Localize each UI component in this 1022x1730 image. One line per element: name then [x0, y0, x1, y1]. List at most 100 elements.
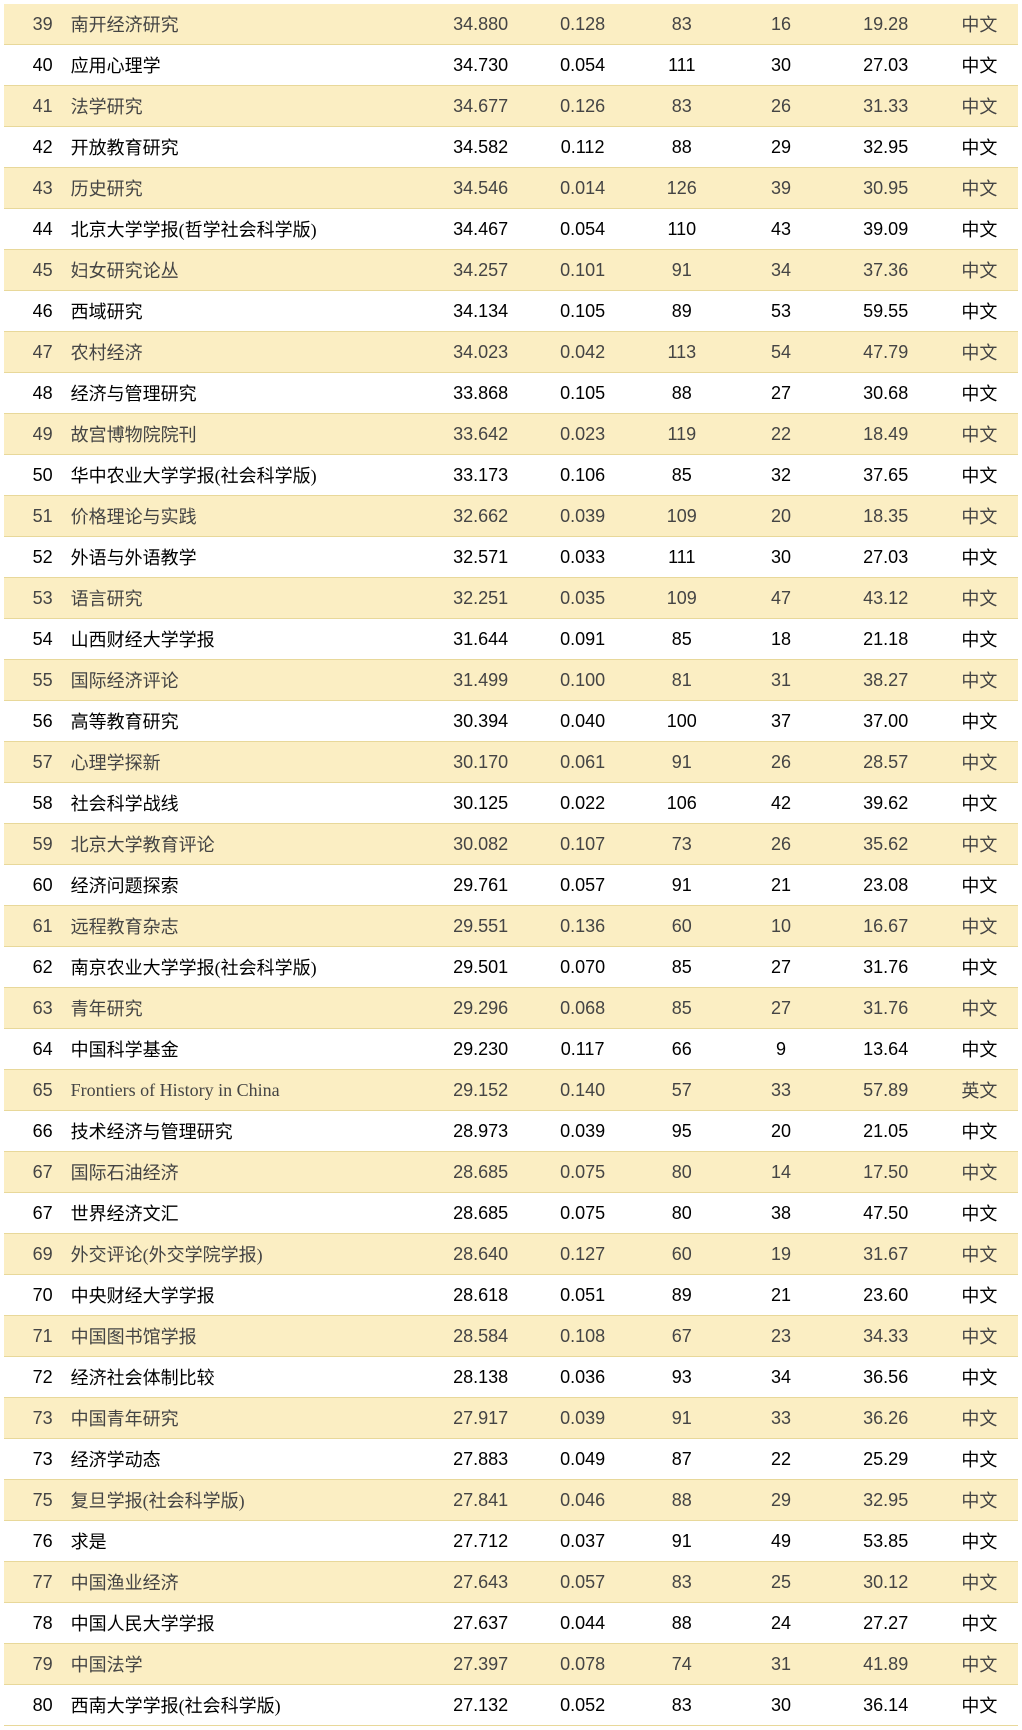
name-cell: 价格理论与实践 [65, 496, 429, 537]
lang-cell: 中文 [941, 86, 1018, 127]
value4-cell: 16 [731, 4, 830, 45]
value2-cell: 0.068 [533, 988, 632, 1029]
lang-cell: 中文 [941, 1644, 1018, 1685]
lang-cell: 中文 [941, 783, 1018, 824]
name-cell: 山西财经大学学报 [65, 619, 429, 660]
name-cell: 复旦学报(社会科学版) [65, 1480, 429, 1521]
value4-cell: 29 [731, 1480, 830, 1521]
value1-cell: 33.868 [428, 373, 533, 414]
value4-cell: 27 [731, 988, 830, 1029]
name-cell: 南开经济研究 [65, 4, 429, 45]
value1-cell: 29.551 [428, 906, 533, 947]
value4-cell: 53 [731, 291, 830, 332]
rank-cell: 44 [4, 209, 65, 250]
value1-cell: 34.134 [428, 291, 533, 332]
value5-cell: 16.67 [831, 906, 941, 947]
name-cell: 心理学探新 [65, 742, 429, 783]
table-row: 78中国人民大学学报27.6370.044882427.27中文 [4, 1603, 1018, 1644]
value4-cell: 42 [731, 783, 830, 824]
name-cell: 开放教育研究 [65, 127, 429, 168]
lang-cell: 中文 [941, 1152, 1018, 1193]
value5-cell: 47.50 [831, 1193, 941, 1234]
value4-cell: 27 [731, 947, 830, 988]
value5-cell: 30.12 [831, 1562, 941, 1603]
value2-cell: 0.037 [533, 1521, 632, 1562]
rank-cell: 56 [4, 701, 65, 742]
value2-cell: 0.070 [533, 947, 632, 988]
value1-cell: 28.685 [428, 1152, 533, 1193]
value3-cell: 110 [632, 209, 731, 250]
value5-cell: 17.50 [831, 1152, 941, 1193]
value1-cell: 33.173 [428, 455, 533, 496]
rank-cell: 60 [4, 865, 65, 906]
value5-cell: 21.05 [831, 1111, 941, 1152]
value3-cell: 95 [632, 1111, 731, 1152]
value1-cell: 27.712 [428, 1521, 533, 1562]
table-row: 73中国青年研究27.9170.039913336.26中文 [4, 1398, 1018, 1439]
lang-cell: 中文 [941, 4, 1018, 45]
value5-cell: 23.08 [831, 865, 941, 906]
value3-cell: 88 [632, 1480, 731, 1521]
name-cell: 西南大学学报(社会科学版) [65, 1685, 429, 1726]
table-row: 52外语与外语教学32.5710.0331113027.03中文 [4, 537, 1018, 578]
lang-cell: 中文 [941, 1439, 1018, 1480]
value4-cell: 19 [731, 1234, 830, 1275]
rank-cell: 47 [4, 332, 65, 373]
value5-cell: 25.29 [831, 1439, 941, 1480]
value3-cell: 106 [632, 783, 731, 824]
value1-cell: 34.546 [428, 168, 533, 209]
value1-cell: 30.394 [428, 701, 533, 742]
value4-cell: 22 [731, 414, 830, 455]
value1-cell: 33.642 [428, 414, 533, 455]
lang-cell: 中文 [941, 373, 1018, 414]
value5-cell: 21.18 [831, 619, 941, 660]
name-cell: 应用心理学 [65, 45, 429, 86]
value3-cell: 88 [632, 1603, 731, 1644]
value4-cell: 25 [731, 1562, 830, 1603]
table-row: 40应用心理学34.7300.0541113027.03中文 [4, 45, 1018, 86]
journal-ranking-table: 39南开经济研究34.8800.128831619.28中文40应用心理学34.… [4, 4, 1018, 1726]
value4-cell: 26 [731, 824, 830, 865]
value5-cell: 39.62 [831, 783, 941, 824]
value1-cell: 27.917 [428, 1398, 533, 1439]
rank-cell: 59 [4, 824, 65, 865]
value1-cell: 28.640 [428, 1234, 533, 1275]
value5-cell: 41.89 [831, 1644, 941, 1685]
table-row: 67国际石油经济28.6850.075801417.50中文 [4, 1152, 1018, 1193]
value5-cell: 43.12 [831, 578, 941, 619]
rank-cell: 69 [4, 1234, 65, 1275]
lang-cell: 中文 [941, 865, 1018, 906]
value3-cell: 109 [632, 578, 731, 619]
value2-cell: 0.128 [533, 4, 632, 45]
value3-cell: 88 [632, 127, 731, 168]
value4-cell: 20 [731, 496, 830, 537]
value3-cell: 111 [632, 537, 731, 578]
value3-cell: 87 [632, 1439, 731, 1480]
value1-cell: 30.170 [428, 742, 533, 783]
value5-cell: 34.33 [831, 1316, 941, 1357]
lang-cell: 中文 [941, 455, 1018, 496]
lang-cell: 中文 [941, 1521, 1018, 1562]
table-row: 43历史研究34.5460.0141263930.95中文 [4, 168, 1018, 209]
value1-cell: 34.880 [428, 4, 533, 45]
name-cell: 华中农业大学学报(社会科学版) [65, 455, 429, 496]
rank-cell: 63 [4, 988, 65, 1029]
value2-cell: 0.022 [533, 783, 632, 824]
value2-cell: 0.046 [533, 1480, 632, 1521]
value2-cell: 0.136 [533, 906, 632, 947]
lang-cell: 中文 [941, 988, 1018, 1029]
table-row: 48经济与管理研究33.8680.105882730.68中文 [4, 373, 1018, 414]
value3-cell: 66 [632, 1029, 731, 1070]
value3-cell: 60 [632, 1234, 731, 1275]
value3-cell: 67 [632, 1316, 731, 1357]
value4-cell: 32 [731, 455, 830, 496]
value2-cell: 0.044 [533, 1603, 632, 1644]
value1-cell: 34.677 [428, 86, 533, 127]
table-row: 53语言研究32.2510.0351094743.12中文 [4, 578, 1018, 619]
value2-cell: 0.105 [533, 373, 632, 414]
lang-cell: 中文 [941, 1111, 1018, 1152]
value4-cell: 26 [731, 86, 830, 127]
table-row: 56高等教育研究30.3940.0401003737.00中文 [4, 701, 1018, 742]
value5-cell: 27.03 [831, 45, 941, 86]
value2-cell: 0.075 [533, 1193, 632, 1234]
